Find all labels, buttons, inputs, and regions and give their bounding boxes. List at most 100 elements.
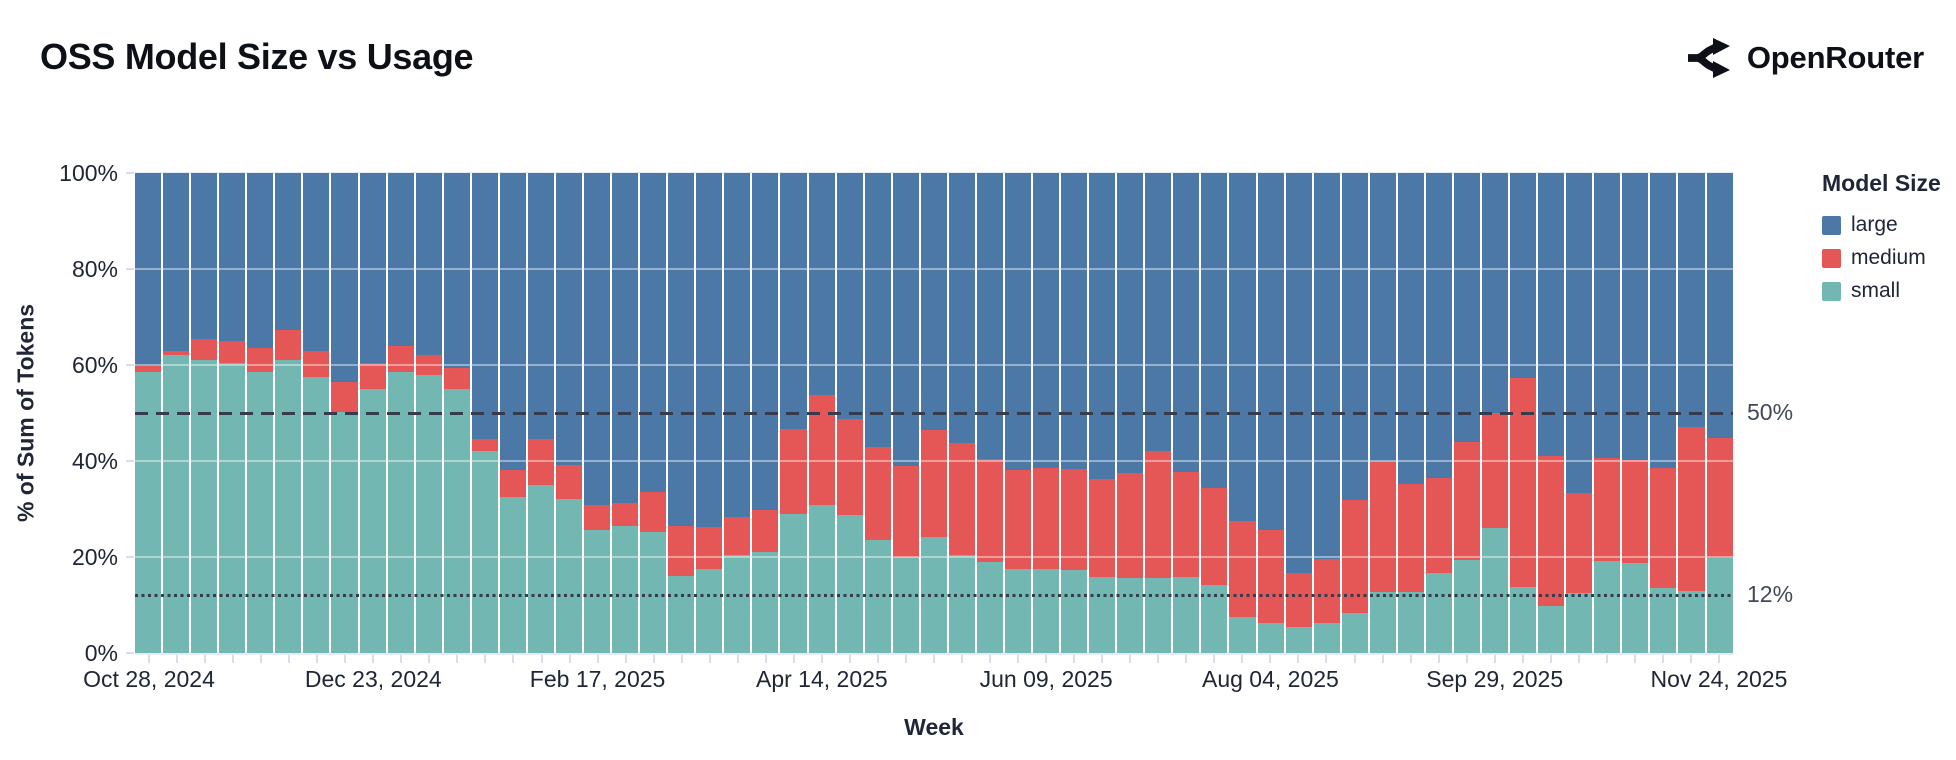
- bar-segment-large: [275, 173, 302, 331]
- bar-segment-small: [976, 561, 1003, 653]
- x-tick-label: Dec 23, 2024: [304, 666, 442, 692]
- x-tick-mark: [1101, 655, 1104, 663]
- bar-segment-medium: [527, 438, 554, 485]
- bar-week-7: [331, 173, 358, 653]
- bar-segment-large: [808, 173, 835, 395]
- bar-segment-large: [1650, 173, 1677, 469]
- bar-week-16: [584, 173, 611, 653]
- bar-week-6: [303, 173, 330, 653]
- bar-segment-large: [387, 173, 414, 346]
- bar-segment-medium: [584, 505, 611, 531]
- bar-segment-small: [499, 496, 526, 653]
- bar-segment-large: [892, 173, 919, 467]
- x-tick-mark: [176, 655, 179, 663]
- bar-week-39: [1229, 173, 1256, 653]
- bar-segment-large: [1313, 173, 1340, 559]
- legend-label-small: small: [1851, 279, 1901, 302]
- x-tick-mark: [1689, 655, 1692, 663]
- overlay-gridline-80: [135, 268, 1733, 270]
- x-tick-mark: [1465, 655, 1468, 663]
- legend-label-medium: medium: [1851, 246, 1926, 269]
- bar-segment-small: [1089, 576, 1116, 653]
- bar-segment-small: [471, 451, 498, 653]
- bar-segment-large: [920, 173, 947, 430]
- bar-week-53: [1622, 173, 1649, 653]
- x-tick-mark: [596, 655, 599, 663]
- y-tick-mark: [126, 460, 134, 462]
- y-tick-mark: [126, 652, 134, 654]
- bar-segment-large: [864, 173, 891, 448]
- bar-segment-large: [836, 173, 863, 419]
- bar-segment-medium: [275, 330, 302, 361]
- bar-segment-medium: [555, 464, 582, 500]
- bar-segment-small: [1706, 557, 1733, 653]
- bar-week-15: [555, 173, 582, 653]
- bar-segment-medium: [415, 355, 442, 375]
- x-tick-mark: [820, 655, 823, 663]
- bar-segment-large: [612, 173, 639, 503]
- bar-segment-large: [359, 173, 386, 363]
- x-tick-label: Jun 09, 2025: [979, 666, 1113, 692]
- bar-segment-medium: [219, 341, 246, 363]
- bar-segment-medium: [1397, 483, 1424, 592]
- legend-label-large: large: [1851, 213, 1898, 236]
- bar-segment-medium: [1229, 521, 1256, 617]
- bar-segment-large: [1538, 173, 1565, 457]
- bar-segment-large: [584, 173, 611, 506]
- x-tick-mark: [961, 655, 964, 663]
- bar-segment-large: [1369, 173, 1396, 462]
- bar-segment-small: [555, 499, 582, 653]
- legend-swatch-large: [1822, 215, 1841, 235]
- bar-segment-medium: [359, 362, 386, 389]
- x-tick-mark: [1633, 655, 1636, 663]
- y-axis-title: % of Sum of Tokens: [12, 303, 39, 523]
- bar-week-2: [191, 173, 218, 653]
- bar-segment-large: [1397, 173, 1424, 484]
- bar-week-43: [1341, 173, 1368, 653]
- bar-segment-small: [836, 515, 863, 653]
- bar-segment-medium: [696, 526, 723, 569]
- legend-item-medium: medium: [1822, 246, 1941, 270]
- bar-segment-small: [1510, 587, 1537, 653]
- x-tick-mark: [652, 655, 655, 663]
- y-tick-label: 0%: [84, 640, 118, 666]
- bar-segment-small: [1425, 573, 1452, 653]
- bar-segment-small: [1678, 591, 1705, 653]
- x-tick-mark: [568, 655, 571, 663]
- bar-segment-medium: [864, 447, 891, 541]
- bar-week-27: [892, 173, 919, 653]
- bar-segment-medium: [303, 350, 330, 377]
- bar-segment-medium: [135, 366, 162, 373]
- y-tick-mark: [126, 364, 134, 366]
- x-tick-mark: [1577, 655, 1580, 663]
- bar-segment-large: [1594, 173, 1621, 459]
- x-tick-mark: [1353, 655, 1356, 663]
- x-tick-mark: [736, 655, 739, 663]
- bar-segment-medium: [443, 368, 470, 389]
- legend-title: Model Size: [1822, 170, 1941, 196]
- bar-segment-small: [808, 505, 835, 653]
- bar-segment-medium: [1369, 461, 1396, 592]
- bar-week-3: [219, 173, 246, 653]
- bar-week-8: [359, 173, 386, 653]
- legend-item-small: small: [1822, 279, 1941, 303]
- bar-segment-small: [247, 372, 274, 653]
- bar-segment-large: [1566, 173, 1593, 493]
- bar-segment-small: [948, 554, 975, 653]
- bar-week-55: [1678, 173, 1705, 653]
- bar-segment-medium: [387, 345, 414, 373]
- bar-segment-small: [443, 388, 470, 653]
- bar-segment-large: [1285, 173, 1312, 574]
- bar-week-0: [135, 173, 162, 653]
- bar-week-10: [415, 173, 442, 653]
- bar-segment-medium: [1650, 468, 1677, 588]
- bar-segment-medium: [1313, 558, 1340, 624]
- bar-segment-medium: [331, 381, 358, 412]
- bar-segment-large: [1341, 173, 1368, 501]
- bar-week-11: [443, 173, 470, 653]
- bar-segment-large: [1482, 173, 1509, 413]
- bar-week-42: [1313, 173, 1340, 653]
- bar-segment-small: [584, 530, 611, 653]
- x-tick-mark: [1381, 655, 1384, 663]
- x-tick-mark: [1017, 655, 1020, 663]
